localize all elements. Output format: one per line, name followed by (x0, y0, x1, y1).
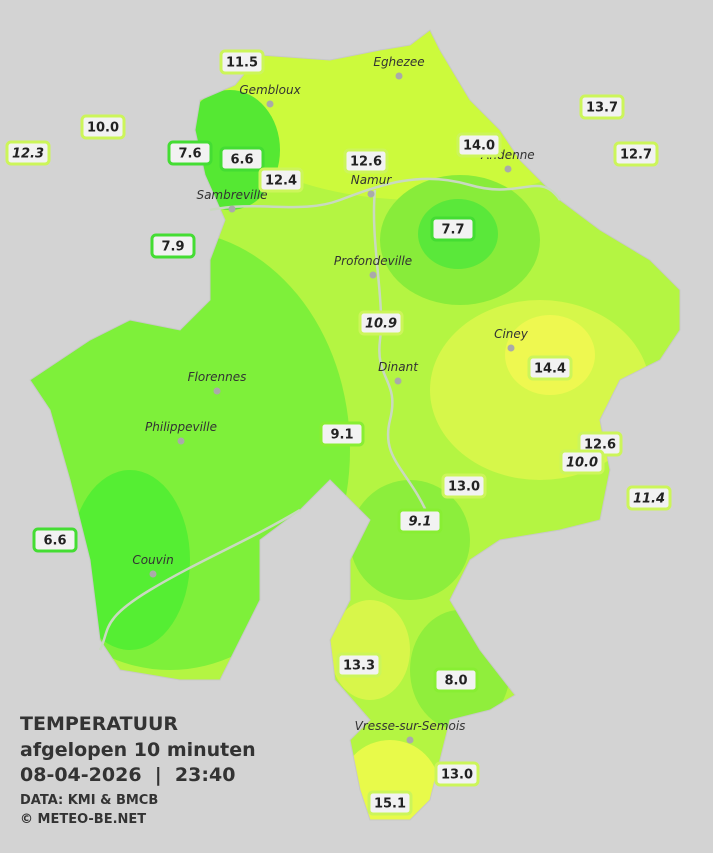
town-marker (369, 271, 377, 279)
station-box (343, 148, 389, 174)
town-marker (504, 165, 512, 173)
town-marker (228, 205, 236, 213)
station-reading: 11.5 (226, 56, 258, 71)
station-box (434, 761, 480, 787)
station-reading: 13.0 (441, 768, 473, 783)
station-reading: 10.9 (365, 317, 397, 332)
station-reading: 13.7 (586, 101, 618, 116)
town-marker (367, 190, 375, 198)
town-label: Dinant (378, 360, 419, 374)
station-box (397, 508, 443, 534)
station-reading: 12.7 (620, 148, 652, 163)
town-marker (394, 377, 402, 385)
station-reading: 12.6 (584, 438, 616, 453)
station-box (32, 527, 78, 553)
station-box (80, 114, 126, 140)
station-reading: 7.7 (441, 223, 464, 238)
station-box (319, 421, 365, 447)
town-label: Couvin (132, 553, 173, 567)
station-box (358, 310, 404, 336)
town-label: Ciney (494, 327, 529, 341)
station-reading: 9.1 (408, 515, 431, 530)
station-box (559, 449, 605, 475)
rivers (98, 177, 562, 651)
station-box (430, 216, 476, 242)
town-marker (395, 72, 403, 80)
station-reading: 13.3 (343, 659, 375, 674)
legend-source: DATA: KMI & BMCB (20, 793, 158, 808)
town-marker (213, 387, 221, 395)
town-label: Namur (351, 173, 393, 187)
station-box (219, 49, 265, 75)
town-marker (177, 437, 185, 445)
station-reading: 12.4 (265, 174, 297, 189)
station-reading: 13.0 (448, 480, 480, 495)
town-marker (507, 344, 515, 352)
town-label: Eghezee (373, 55, 424, 69)
station-reading: 14.4 (534, 362, 566, 377)
town-label: Philippeville (145, 420, 217, 434)
station-reading: 10.0 (566, 456, 598, 471)
town-label: Gembloux (239, 83, 301, 97)
station-reading: 7.9 (161, 240, 184, 255)
station-box (527, 355, 573, 381)
legend-title: TEMPERATUUR (20, 713, 178, 735)
station-reading: 11.4 (633, 492, 665, 507)
station-box (167, 140, 213, 166)
station-box (5, 140, 51, 166)
station-reading: 10.0 (87, 121, 119, 136)
station-reading: 12.3 (12, 147, 44, 162)
town-label: Sambreville (196, 188, 267, 202)
station-box (579, 94, 625, 120)
station-box (336, 652, 382, 678)
station-reading: 14.0 (463, 139, 495, 154)
town-marker (406, 736, 414, 744)
legend-copyright: © METEO-BE.NET (20, 812, 146, 827)
station-box (219, 146, 265, 172)
station-reading: 15.1 (374, 797, 406, 812)
station-box (613, 141, 659, 167)
station-reading: 12.6 (350, 155, 382, 170)
station-box (626, 485, 672, 511)
legend-subtitle: afgelopen 10 minuten (20, 739, 256, 761)
town-label: Profondeville (334, 254, 412, 268)
town-marker (149, 570, 157, 578)
station-reading: 6.6 (43, 534, 66, 549)
station-box (441, 473, 487, 499)
station-reading: 6.6 (230, 153, 253, 168)
town-label: Vresse-sur-Semois (355, 719, 466, 733)
station-box (433, 667, 479, 693)
legend-datetime: 08-04-2026 | 23:40 (20, 764, 235, 786)
station-reading: 9.1 (330, 428, 353, 443)
town-marker (266, 100, 274, 108)
station-reading: 7.6 (178, 147, 201, 162)
station-reading: 8.0 (444, 674, 467, 689)
station-box (367, 790, 413, 816)
town-label: Florennes (188, 370, 247, 384)
station-box (456, 132, 502, 158)
station-box (258, 167, 304, 193)
legend: TEMPERATUUR afgelopen 10 minuten 08-04-2… (20, 713, 256, 827)
station-box (150, 233, 196, 259)
